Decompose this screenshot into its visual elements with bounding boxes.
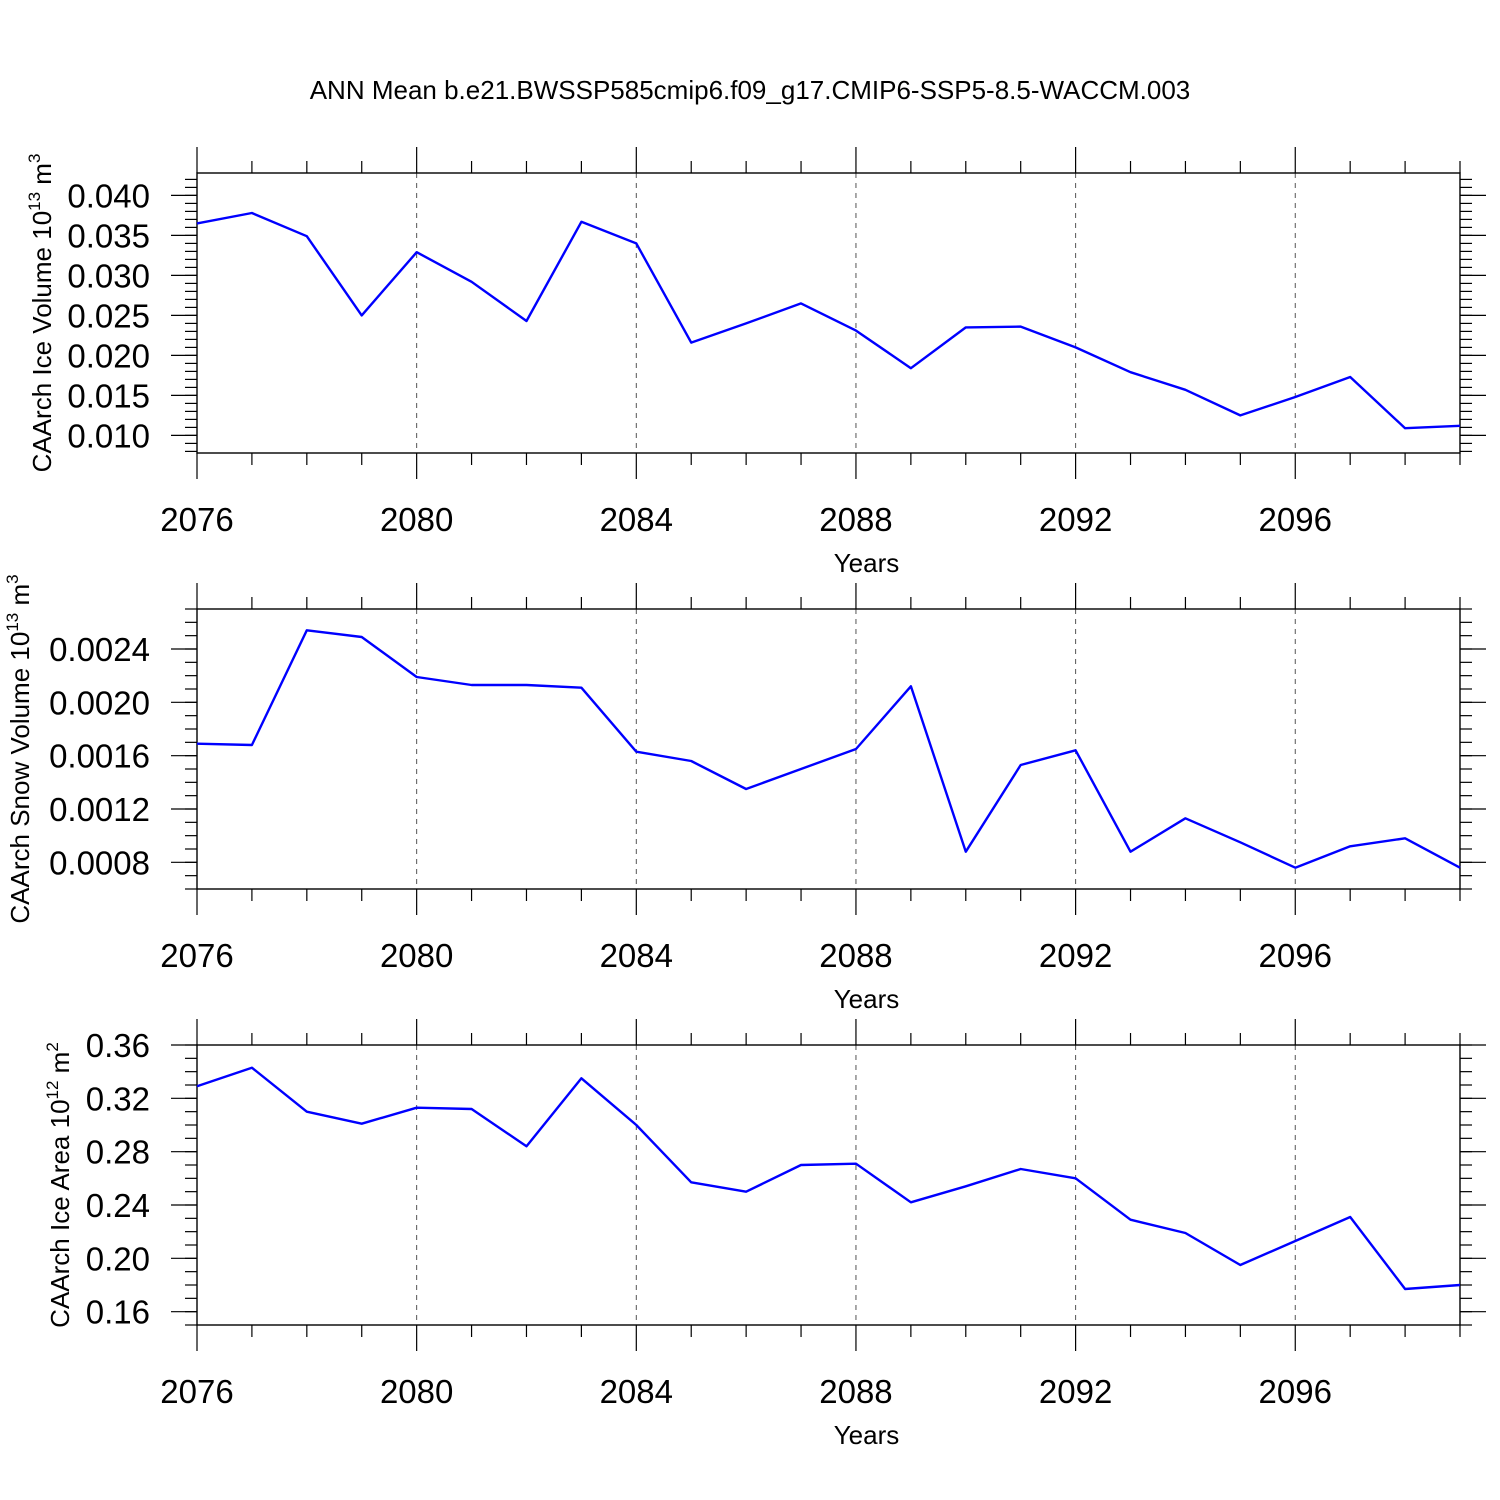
y-tick-label: 0.015: [67, 377, 150, 414]
x-axis-label: Years: [834, 1420, 900, 1450]
x-tick-label: 2080: [380, 501, 453, 538]
y-axis-label-unit: m: [45, 1052, 75, 1081]
x-tick-label: 2096: [1259, 937, 1332, 974]
y-axis-label: CAArch Ice Area 1012 m2: [43, 1042, 75, 1328]
y-axis-label: CAArch Snow Volume 1013 m3: [3, 574, 35, 923]
y-tick-label: 0.0020: [49, 684, 150, 721]
y-tick-label: 0.24: [86, 1187, 150, 1224]
y-axis-label-exponent: 12: [43, 1081, 62, 1100]
x-tick-label: 2092: [1039, 1373, 1112, 1410]
series-line: [196, 211, 1461, 430]
y-tick-label: 0.0024: [49, 631, 150, 668]
y-tick-label: 0.16: [86, 1294, 150, 1331]
y-tick-label: 0.28: [86, 1134, 150, 1171]
x-tick-label: 2088: [819, 1373, 892, 1410]
y-axis-label-text: CAArch Ice Volume 10: [27, 211, 57, 473]
x-axis-label: Years: [834, 984, 900, 1014]
panel-snow-volume: 2076 2080 2084 2088 2092 2096 Years 0.0008 0.001…: [3, 574, 1486, 1014]
y-tick-label: 0.010: [67, 417, 150, 454]
x-tick-label: 2076: [160, 1373, 233, 1410]
y-axis-label-unit-exponent: 3: [3, 574, 22, 583]
panel-ice-volume: 2076 2080 2084 2088 2092 2096Years0.0100.0150…: [25, 147, 1486, 578]
plot-frame: [196, 608, 1461, 890]
y-axis-label-unit: m: [5, 584, 35, 613]
y-tick-label: 0.36: [86, 1027, 150, 1064]
y-axis-label-exponent: 13: [25, 192, 44, 211]
plot-frame: [196, 172, 1461, 454]
y-axis-label: CAArch Ice Volume 1013 m3: [25, 154, 57, 473]
y-tick-label: 0.030: [67, 257, 150, 294]
y-tick-label: 0.0012: [49, 791, 150, 828]
x-tick-label: 2084: [600, 501, 673, 538]
x-tick-label: 2084: [600, 937, 673, 974]
x-tick-label: 2076: [160, 937, 233, 974]
plot-frame: [196, 1044, 1461, 1326]
y-axis-label-unit: m: [27, 163, 57, 192]
y-axis-label-unit-exponent: 3: [25, 154, 44, 163]
y-tick-label: 0.020: [67, 337, 150, 374]
y-axis-label-exponent: 13: [3, 613, 22, 632]
y-tick-label: 0.035: [67, 217, 150, 254]
x-tick-label: 2080: [380, 1373, 453, 1410]
series-line: [196, 629, 1461, 869]
x-axis-label: Years: [834, 548, 900, 578]
x-tick-label: 2080: [380, 937, 453, 974]
y-tick-label: 0.32: [86, 1080, 150, 1117]
x-tick-label: 2092: [1039, 937, 1112, 974]
x-tick-label: 2076: [160, 501, 233, 538]
x-tick-label: 2092: [1039, 501, 1112, 538]
y-tick-label: 0.040: [67, 177, 150, 214]
panel-ice-area: 2076 2080 2084 2088 2092 2096 Years 0.16 0.20 0.2…: [43, 1019, 1486, 1450]
y-tick-label: 0.0016: [49, 738, 150, 775]
y-axis-label-text: CAArch Snow Volume 10: [5, 632, 35, 924]
figure-title: ANN Mean b.e21.BWSSP585cmip6.f09_g17.CMI…: [310, 75, 1191, 105]
x-tick-label: 2084: [600, 1373, 673, 1410]
x-tick-label: 2096: [1259, 501, 1332, 538]
x-tick-label: 2088: [819, 937, 892, 974]
y-tick-label: 0.20: [86, 1240, 150, 1277]
y-axis-label-unit-exponent: 2: [43, 1042, 62, 1051]
x-tick-label: 2096: [1259, 1373, 1332, 1410]
y-axis-label-text: CAArch Ice Area 10: [45, 1099, 75, 1327]
series-line: [196, 1066, 1461, 1291]
y-tick-label: 0.025: [67, 297, 150, 334]
x-tick-label: 2088: [819, 501, 892, 538]
y-tick-label: 0.0008: [49, 844, 150, 881]
